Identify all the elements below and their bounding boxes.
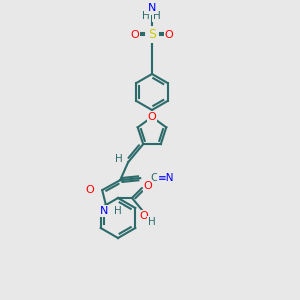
Text: H: H bbox=[153, 11, 161, 21]
Text: S: S bbox=[148, 28, 156, 41]
Text: O: O bbox=[140, 211, 148, 221]
Text: H: H bbox=[142, 11, 150, 21]
Text: H: H bbox=[114, 206, 122, 216]
Text: O: O bbox=[130, 30, 140, 40]
Text: H: H bbox=[116, 154, 123, 164]
Text: O: O bbox=[85, 185, 94, 195]
Text: N: N bbox=[100, 206, 108, 216]
Text: ≡N: ≡N bbox=[158, 173, 175, 183]
Text: O: O bbox=[148, 112, 156, 122]
Text: N: N bbox=[148, 3, 156, 13]
Text: O: O bbox=[144, 181, 152, 191]
Text: H: H bbox=[148, 217, 156, 227]
Text: O: O bbox=[165, 30, 173, 40]
Text: C: C bbox=[150, 173, 158, 183]
